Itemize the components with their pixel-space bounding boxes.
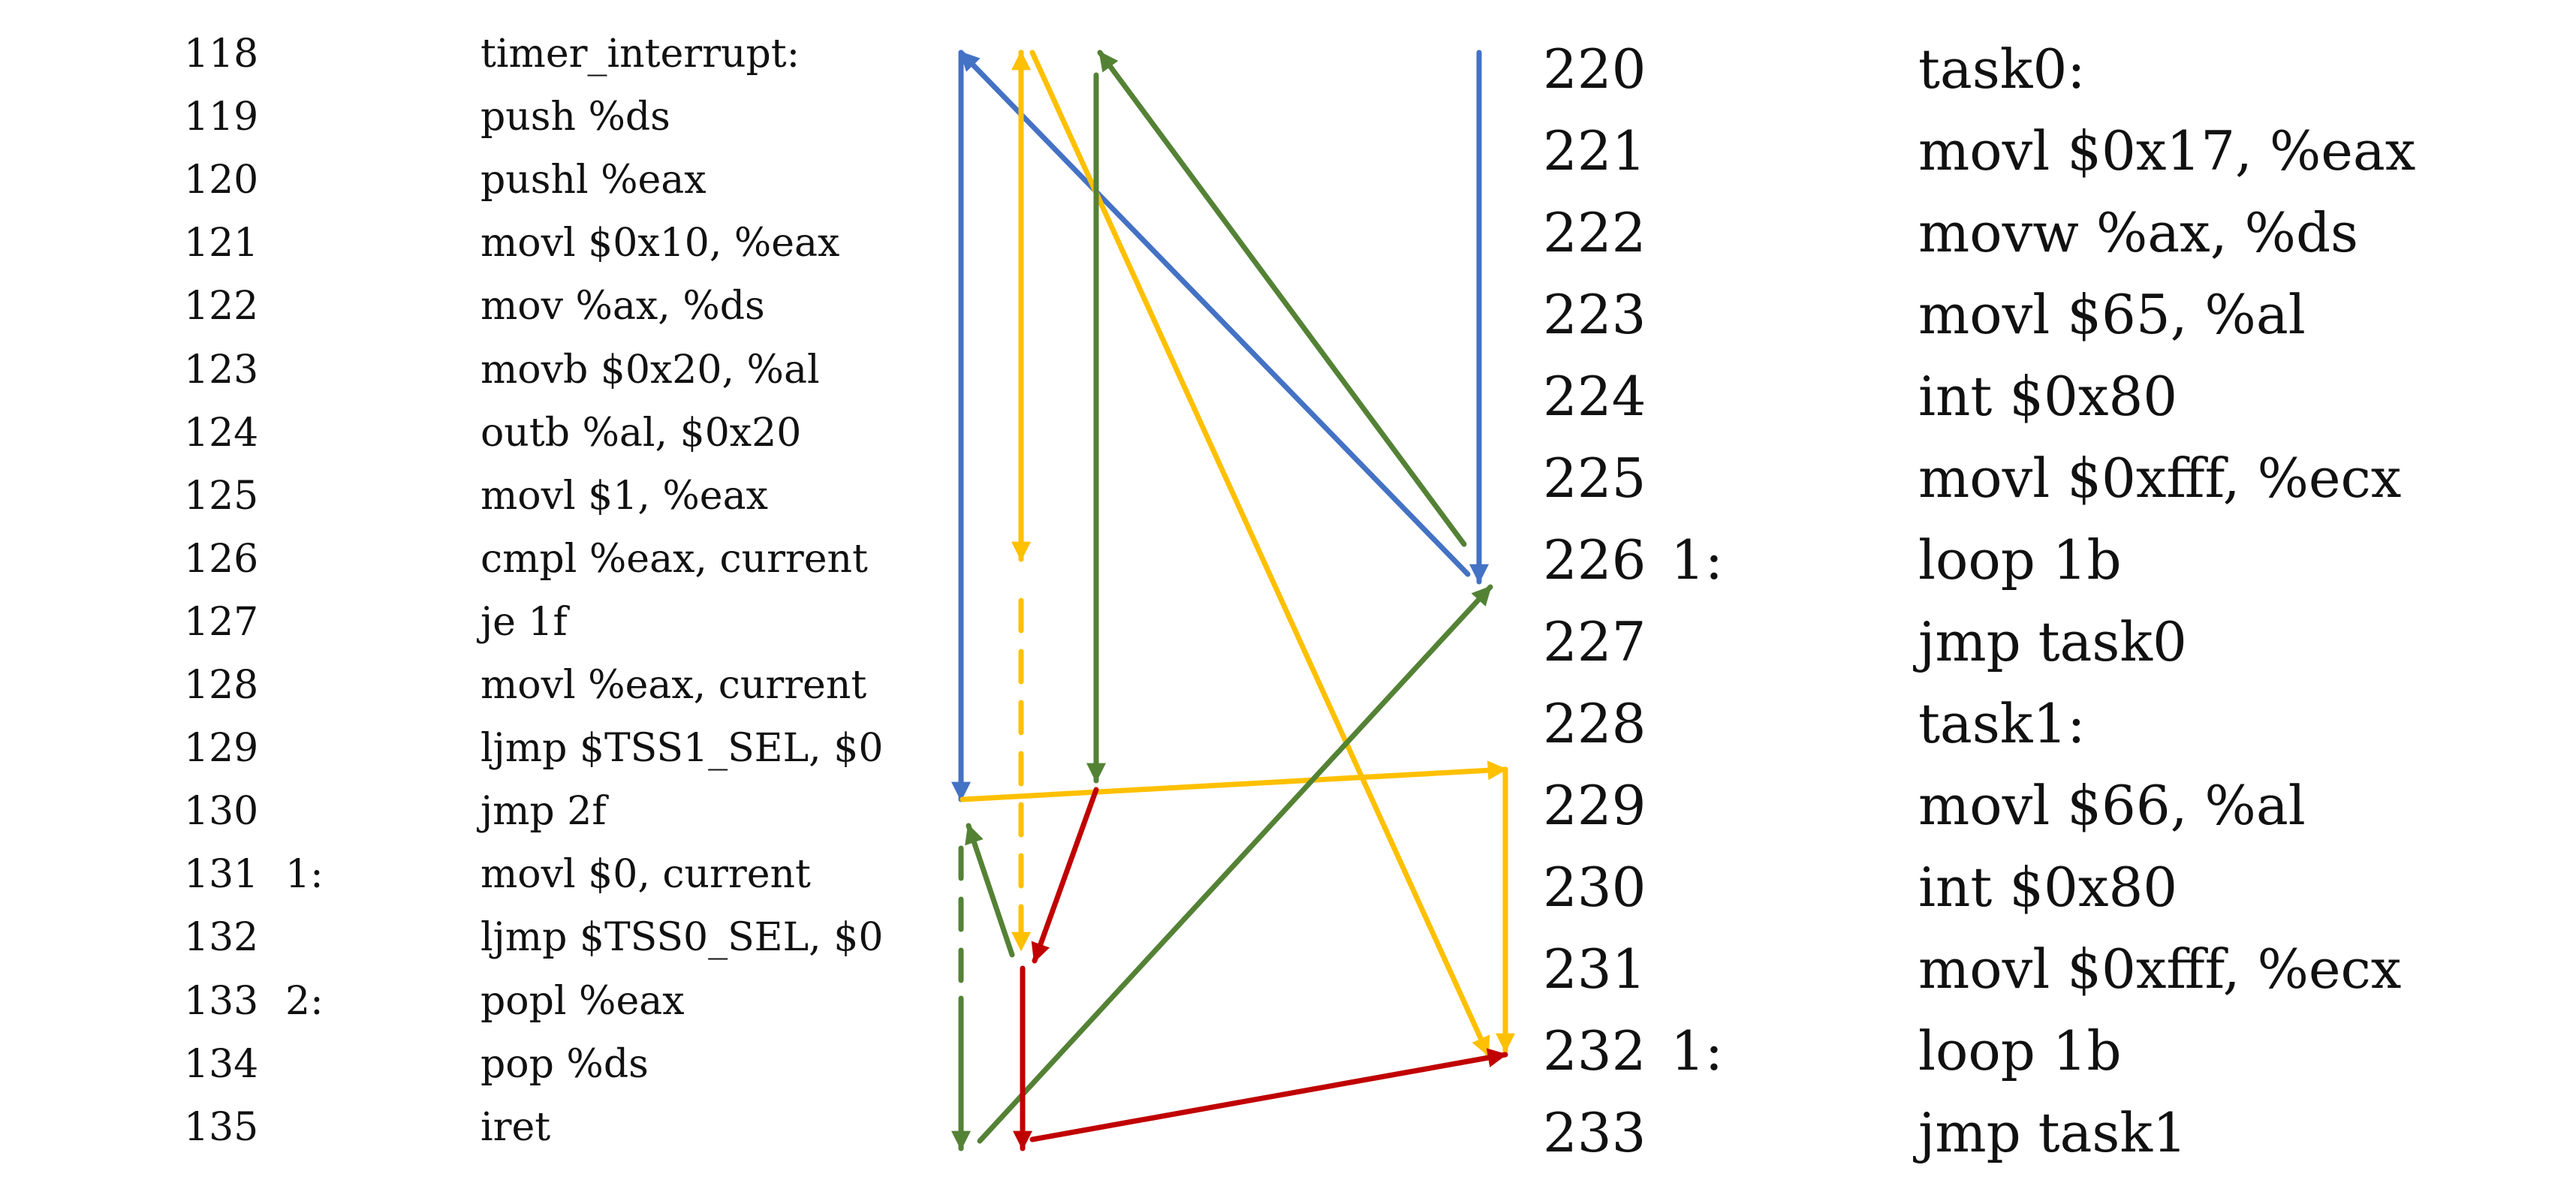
- code-text: iret: [481, 1104, 551, 1150]
- code-text: movl $0xfff, %ecx: [1918, 447, 2402, 510]
- line-number: 233: [1543, 1101, 1647, 1164]
- code-text: cmpl %eax, current: [481, 536, 868, 582]
- line-number: 119: [184, 95, 259, 140]
- line-number: 228: [1543, 692, 1647, 755]
- line-number: 230: [1543, 856, 1647, 919]
- line-number: 134: [184, 1041, 259, 1087]
- line-number: 131: [184, 852, 259, 898]
- line-number: 231: [1543, 938, 1647, 1001]
- code-text: movl $1, %eax: [481, 473, 768, 519]
- code-text: movl $66, %al: [1918, 774, 2306, 837]
- line-number: 130: [184, 789, 259, 835]
- code-text: jmp task1: [1918, 1101, 2187, 1164]
- code-text: movl $0xfff, %ecx: [1918, 938, 2402, 1001]
- code-text: jmp task0: [1918, 610, 2187, 673]
- code-text: int $0x80: [1918, 365, 2178, 428]
- code-text: task1:: [1918, 692, 2086, 755]
- code-text: movl $0x17, %eax: [1918, 119, 2416, 182]
- code-text: movl $0x10, %eax: [481, 221, 840, 266]
- arrow-green-132-up-to-131: [965, 823, 1015, 958]
- line-number: 123: [184, 347, 259, 393]
- line-number: 125: [184, 473, 259, 519]
- code-label: 1:: [1671, 528, 1724, 591]
- code-text: task0:: [1918, 38, 2086, 101]
- code-text: outb %al, $0x20: [481, 410, 802, 456]
- code-text: movw %ax, %ds: [1918, 201, 2358, 264]
- line-number: 133: [184, 978, 259, 1024]
- arrow-yellow-130-to-229: [960, 760, 1508, 802]
- arrow-blue-226-to-timer-entry: [958, 50, 1471, 577]
- code-text: movl $0, current: [481, 852, 811, 898]
- code-text: movb $0x20, %al: [481, 347, 820, 393]
- code-label: 2:: [285, 978, 324, 1024]
- line-number: 118: [184, 32, 259, 77]
- code-text: int $0x80: [1918, 856, 2178, 919]
- code-text: ljmp $TSS1_SEL, $0: [481, 726, 884, 772]
- code-text: popl %eax: [481, 978, 685, 1024]
- line-number: 135: [184, 1104, 259, 1150]
- code-text: pop %ds: [481, 1041, 649, 1087]
- code-label: 1:: [285, 852, 324, 898]
- code-text: loop 1b: [1918, 528, 2122, 591]
- code-text: ljmp $TSS0_SEL, $0: [481, 915, 884, 961]
- line-number: 122: [184, 284, 259, 330]
- line-number: 221: [1543, 119, 1647, 182]
- line-number: 220: [1543, 38, 1647, 101]
- line-number: 129: [184, 726, 259, 772]
- line-number: 222: [1543, 201, 1647, 264]
- line-number: 127: [184, 599, 259, 645]
- line-number: 223: [1543, 283, 1647, 346]
- code-text: movl $65, %al: [1918, 283, 2306, 346]
- line-number: 121: [184, 221, 259, 266]
- line-number: 128: [184, 663, 259, 708]
- code-label: 1:: [1671, 1019, 1724, 1082]
- arrow-yellow-timer-to-232: [1029, 50, 1491, 1058]
- arrow-green-226-to-timer-entry: [1097, 50, 1467, 547]
- code-text: movl %eax, current: [481, 663, 867, 708]
- line-number: 226: [1543, 528, 1647, 591]
- line-number: 132: [184, 915, 259, 961]
- code-text: push %ds: [481, 95, 670, 140]
- line-number: 124: [184, 410, 259, 456]
- line-number: 225: [1543, 447, 1647, 510]
- line-number: 224: [1543, 365, 1647, 428]
- code-text: timer_interrupt:: [481, 32, 800, 77]
- code-text: loop 1b: [1918, 1019, 2122, 1082]
- code-text: jmp 2f: [481, 789, 607, 835]
- arrow-red-135-to-232: [1029, 1048, 1508, 1142]
- code-text: je 1f: [481, 599, 568, 645]
- arrow-red-130-to-132: [1031, 787, 1099, 964]
- line-number: 120: [184, 158, 259, 203]
- code-text: mov %ax, %ds: [481, 284, 765, 330]
- line-number: 229: [1543, 774, 1647, 837]
- line-number: 126: [184, 536, 259, 582]
- code-text: pushl %eax: [481, 158, 707, 203]
- line-number: 232: [1543, 1019, 1647, 1082]
- arrow-green-135-to-226: [977, 584, 1493, 1144]
- line-number: 227: [1543, 610, 1647, 673]
